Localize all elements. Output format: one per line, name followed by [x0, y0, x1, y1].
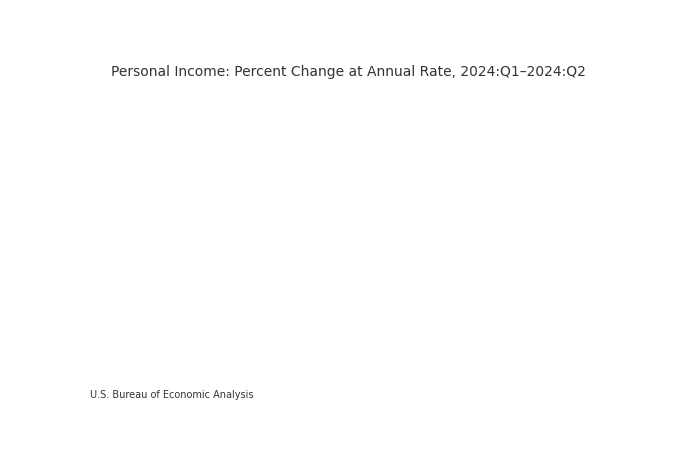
Text: Personal Income: Percent Change at Annual Rate, 2024:Q1–2024:Q2: Personal Income: Percent Change at Annua… [111, 65, 586, 79]
Text: U.S. Bureau of Economic Analysis: U.S. Bureau of Economic Analysis [90, 390, 254, 400]
